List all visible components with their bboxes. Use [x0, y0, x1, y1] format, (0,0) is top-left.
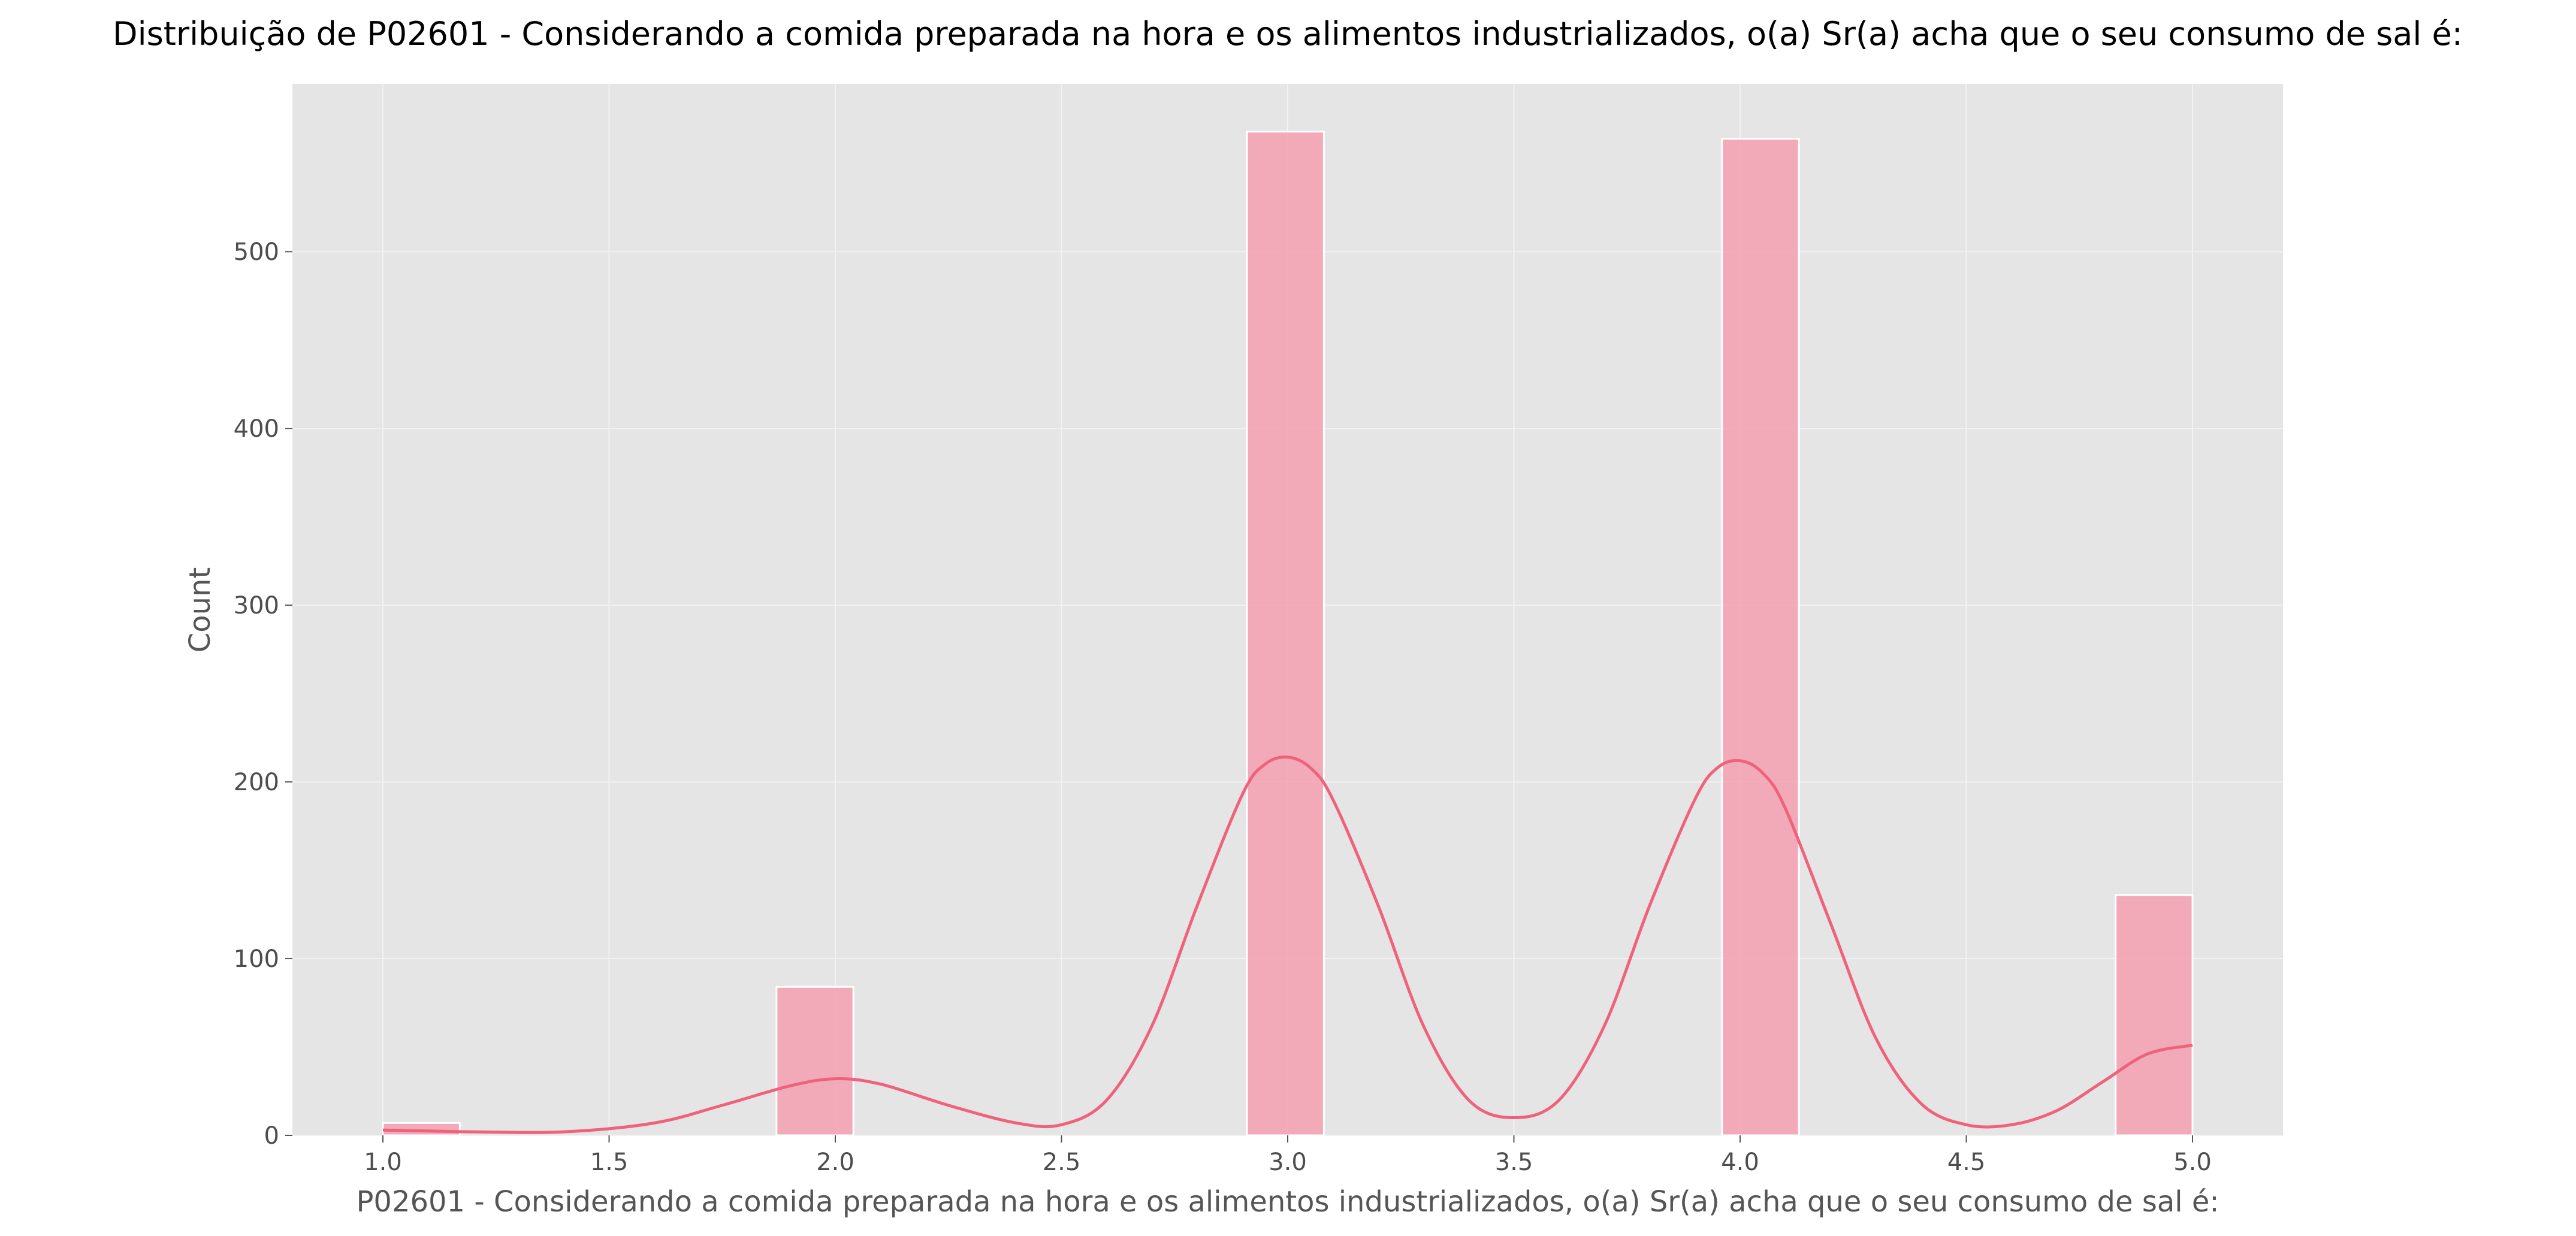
histogram-bar — [1721, 137, 1800, 1137]
y-tick-label: 400 — [234, 415, 279, 443]
y-tick-label: 200 — [234, 769, 279, 796]
x-tick-label: 3.0 — [1269, 1149, 1307, 1176]
x-tick-label: 5.0 — [2173, 1149, 2212, 1176]
kde-curve — [382, 755, 2193, 1134]
x-tick-label: 4.0 — [1721, 1149, 1759, 1176]
x-tick-label: 2.5 — [1043, 1149, 1081, 1176]
x-tick-label: 2.0 — [816, 1149, 854, 1176]
x-axis-label: P02601 - Considerando a comida preparada… — [356, 1185, 2219, 1219]
y-tick-label: 100 — [234, 945, 279, 973]
axes: 1.0 1.5 2.0 2.5 3.0 3.5 4.0 4.5 5.0 0 100 200 300 400… — [234, 238, 2212, 1176]
y-tick-label: 300 — [234, 592, 279, 619]
histogram-bars — [382, 131, 2194, 1137]
histogram-bar — [775, 986, 854, 1137]
y-tick-label: 500 — [234, 238, 279, 266]
x-tick-label: 1.5 — [590, 1149, 629, 1176]
chart-title: Distribuição de P02601 - Considerando a … — [113, 15, 2463, 53]
y-tick-label: 0 — [264, 1122, 279, 1150]
y-axis-label: Count — [183, 567, 217, 653]
kde-line — [382, 755, 2193, 1134]
histogram-bar — [1246, 131, 1325, 1137]
x-tick-label: 3.5 — [1495, 1149, 1533, 1176]
x-tick-label: 1.0 — [364, 1149, 402, 1176]
x-tick-label: 4.5 — [1947, 1149, 1986, 1176]
histogram-bar — [2115, 894, 2194, 1137]
